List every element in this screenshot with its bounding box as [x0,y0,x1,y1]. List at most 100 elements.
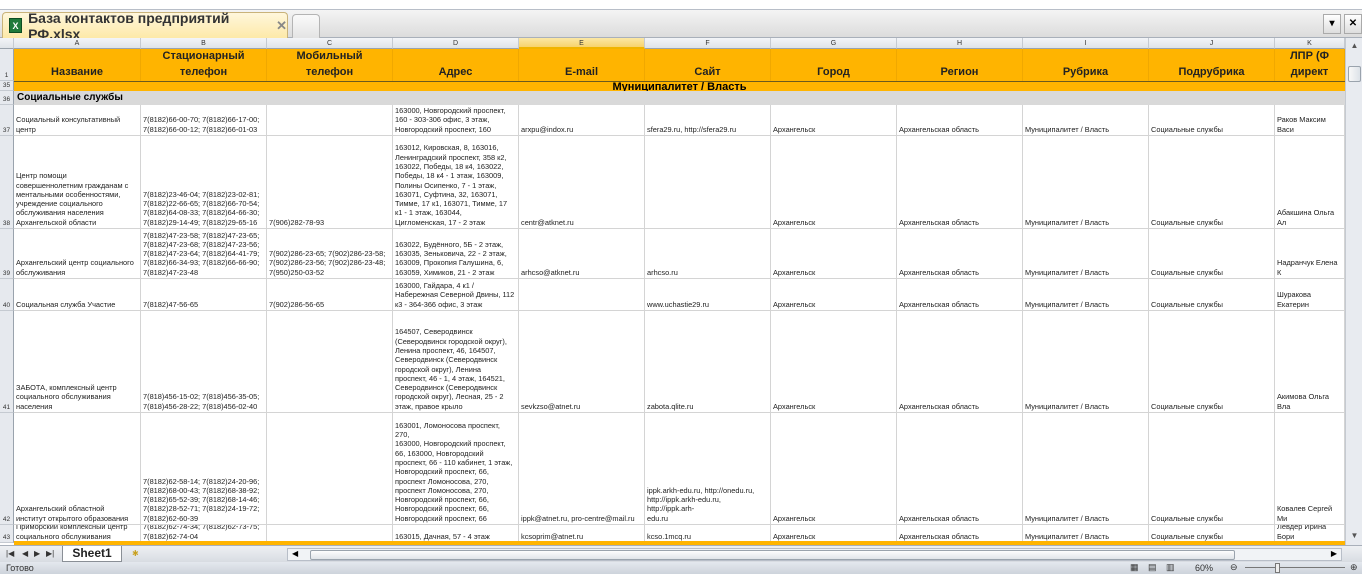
close-window-icon[interactable]: ✕ [1344,14,1362,34]
cell-address[interactable]: 163001, Ломоносова проспект, 270, 163000… [393,413,519,525]
first-sheet-icon[interactable]: |◀ [6,549,15,558]
scroll-down-icon[interactable]: ▼ [1350,531,1359,540]
cell-rubric[interactable]: Муниципалитет / Власть [1023,229,1149,279]
row-number[interactable]: 37 [0,105,14,136]
row-number[interactable]: 42 [0,413,14,525]
cell-name[interactable]: Архангельский областной институт открыто… [14,413,141,525]
column-header-B[interactable]: B [141,38,267,49]
horizontal-scrollbar[interactable]: ◀ ▶ [287,548,1342,561]
cell-mobile[interactable] [267,311,393,413]
cell-region[interactable]: Архангельская область [897,229,1023,279]
zoom-in-icon[interactable]: ⊕ [1350,562,1358,572]
normal-view-icon[interactable]: ▦ [1130,562,1139,572]
cell-mobile[interactable]: 7(902)286-56-65 [267,279,393,311]
cell-landline[interactable]: 7(8182)66-00-70; 7(8182)66-17-00; 7(8182… [141,105,267,136]
zoom-slider[interactable] [1245,567,1345,568]
cell-contact-person[interactable]: Раков Максим Васи [1275,105,1345,136]
cell-subrubric[interactable]: Социальные службы [1149,279,1275,311]
cell-landline[interactable]: 7(8182)62-58-14; 7(8182)24-20-96; 7(8182… [141,413,267,525]
row-number[interactable]: 40 [0,279,14,311]
scroll-left-icon[interactable]: ◀ [292,549,299,558]
cell-email[interactable]: arxpu@indox.ru [519,105,645,136]
column-header-G[interactable]: G [771,38,897,49]
close-icon[interactable]: ✕ [276,17,287,33]
cell-region[interactable]: Архангельская область [897,311,1023,413]
column-header-E[interactable]: E [519,38,645,49]
cell-landline[interactable]: 7(8182)47-56-65 [141,279,267,311]
cell-region[interactable]: Архангельская область [897,413,1023,525]
row-number[interactable]: 36 [0,91,14,105]
cell-city[interactable]: Архангельск [771,279,897,311]
cell-address[interactable]: 163000, Гайдара, 4 к1 / Набережная Север… [393,279,519,311]
document-tab[interactable]: X База контактов предприятий РФ.xlsx ✕ [2,10,288,42]
cell-landline[interactable]: 7(8182)47-23-58; 7(8182)47-23-65; 7(8182… [141,229,267,279]
cell-email[interactable]: ippk@atnet.ru, pro-centre@mail.ru [519,413,645,525]
cell-address[interactable]: 163000, Новгородский проспект, 160 - 303… [393,105,519,136]
cell-city[interactable]: Архангельск [771,136,897,229]
column-header-K[interactable]: K [1275,38,1345,49]
cell-name[interactable]: Социальная служба Участие [14,279,141,311]
column-header-I[interactable]: I [1023,38,1149,49]
page-break-icon[interactable]: ▥ [1166,562,1175,572]
new-tab-button[interactable] [292,14,320,38]
column-header-J[interactable]: J [1149,38,1275,49]
zoom-slider-thumb[interactable] [1275,563,1280,573]
cell-name[interactable]: ЗАБОТА, комплексный центр социального об… [14,311,141,413]
vertical-scrollbar[interactable]: ▲ ▼ [1345,38,1362,545]
cell-contact-person[interactable]: Надранчук Елена К [1275,229,1345,279]
row-number[interactable]: 39 [0,229,14,279]
row-number[interactable]: 38 [0,136,14,229]
scroll-up-icon[interactable]: ▲ [1350,41,1359,50]
scroll-right-icon[interactable]: ▶ [1330,549,1337,558]
cell-city[interactable]: Архангельск [771,229,897,279]
row-number[interactable]: 35 [0,81,14,91]
scroll-thumb[interactable] [1348,66,1361,82]
sheet-tab-sheet1[interactable]: Sheet1 [62,546,122,562]
cell-rubric[interactable]: Муниципалитет / Власть [1023,311,1149,413]
cell-subrubric[interactable]: Социальные службы [1149,311,1275,413]
cell-site[interactable]: ippk.arkh-edu.ru, http://onedu.ru, http:… [645,413,771,525]
last-sheet-icon[interactable]: ▶| [46,549,55,558]
cell-rubric[interactable]: Муниципалитет / Власть [1023,136,1149,229]
cell-region[interactable]: Архангельская область [897,105,1023,136]
cell-name[interactable]: Центр помощи совершеннолетним гражданам … [14,136,141,229]
prev-sheet-icon[interactable]: ◀ [22,549,29,558]
cell-site[interactable]: zabota.qlite.ru [645,311,771,413]
next-sheet-icon[interactable]: ▶ [34,549,41,558]
cell-subrubric[interactable]: Социальные службы [1149,229,1275,279]
cell-email[interactable]: centr@atknet.ru [519,136,645,229]
cell-city[interactable]: Архангельск [771,413,897,525]
cell-mobile[interactable] [267,105,393,136]
select-all-corner[interactable] [0,38,14,49]
cell-name[interactable]: Социальный консультативный центр [14,105,141,136]
cell-mobile[interactable]: 7(906)282-78-93 [267,136,393,229]
row-number[interactable]: 41 [0,311,14,413]
cell-landline[interactable]: 7(818)456-15-02; 7(818)456-35-05; 7(818)… [141,311,267,413]
cell-subrubric[interactable]: Социальные службы [1149,105,1275,136]
cell-site[interactable] [645,136,771,229]
cell-subrubric[interactable]: Социальные службы [1149,136,1275,229]
cell-site[interactable]: arhcso.ru [645,229,771,279]
cell-address[interactable]: 163022, Будённого, 5Б - 2 этаж, 163035, … [393,229,519,279]
cell-city[interactable]: Архангельск [771,311,897,413]
horizontal-scroll-thumb[interactable] [310,550,1235,560]
row-number[interactable]: 1 [0,49,14,81]
cell-city[interactable]: Архангельск [771,105,897,136]
zoom-out-icon[interactable]: ⊖ [1230,562,1238,572]
row-number[interactable]: 43 [0,525,14,543]
insert-sheet-icon[interactable]: ✱ [132,549,139,558]
column-header-A[interactable]: A [14,38,141,49]
cell-mobile[interactable]: 7(902)286-23-65; 7(902)286-23-58; 7(902)… [267,229,393,279]
page-layout-icon[interactable]: ▤ [1148,562,1157,572]
cell-email[interactable] [519,279,645,311]
cell-address[interactable]: 163012, Кировская, 8, 163016, Ленинградс… [393,136,519,229]
cell-region[interactable]: Архангельская область [897,279,1023,311]
cell-landline[interactable]: 7(8182)23-46-04; 7(8182)23-02-81; 7(8182… [141,136,267,229]
cell-rubric[interactable]: Муниципалитет / Власть [1023,279,1149,311]
column-header-F[interactable]: F [645,38,771,49]
cell-contact-person[interactable]: Ковалев Сергей Ми [1275,413,1345,525]
column-header-H[interactable]: H [897,38,1023,49]
column-header-C[interactable]: C [267,38,393,49]
cell-subrubric[interactable]: Социальные службы [1149,413,1275,525]
cell-region[interactable]: Архангельская область [897,136,1023,229]
